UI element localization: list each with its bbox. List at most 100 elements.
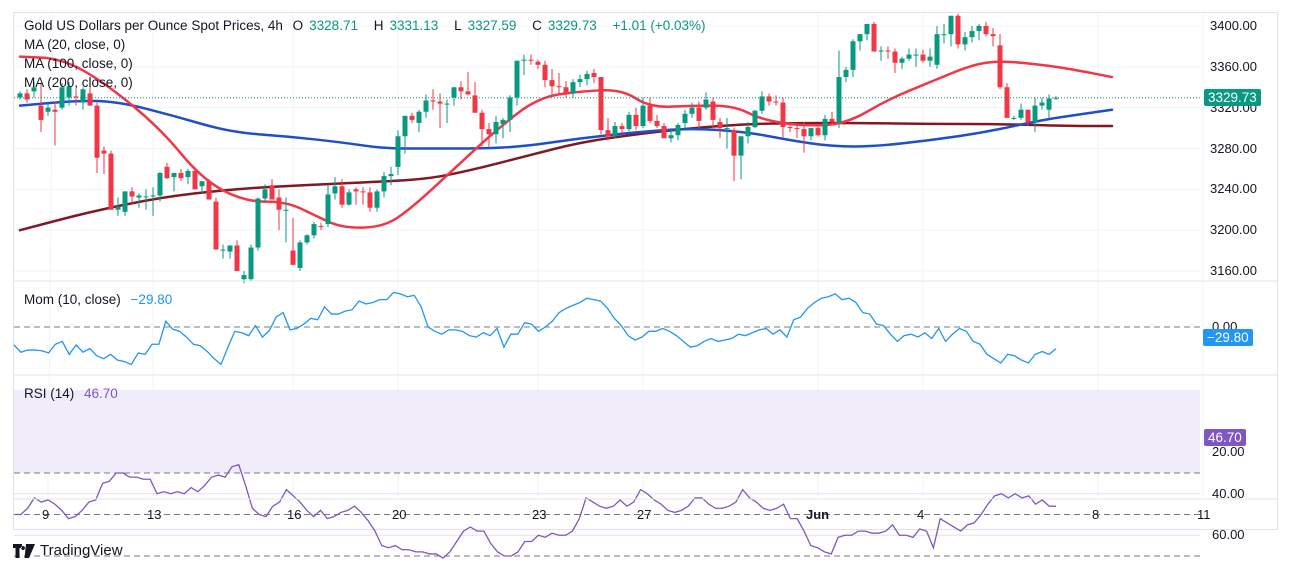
price-tick-label: 3360.00 bbox=[1210, 58, 1257, 74]
candle-down bbox=[780, 97, 786, 139]
candle-body bbox=[521, 59, 527, 61]
candle-up bbox=[220, 244, 226, 259]
tradingview-logo[interactable]: TradingView bbox=[13, 542, 123, 559]
candle-down bbox=[353, 187, 359, 205]
candle-body bbox=[45, 107, 51, 112]
candle-up bbox=[738, 136, 744, 180]
candle-body bbox=[668, 135, 674, 139]
candle-body bbox=[185, 170, 191, 178]
candle-down bbox=[871, 21, 877, 52]
price-tick-label: 3160.00 bbox=[1210, 263, 1257, 278]
legend-ma20[interactable]: MA (20, close, 0) bbox=[24, 37, 126, 52]
candle-body bbox=[612, 126, 618, 137]
candle-body bbox=[150, 195, 156, 197]
pane-separators bbox=[13, 280, 1278, 500]
candle-up bbox=[682, 109, 688, 129]
time-tick-label: 9 bbox=[42, 507, 50, 522]
candle-down bbox=[290, 217, 296, 265]
candle-up bbox=[143, 189, 149, 210]
candle-body bbox=[857, 34, 863, 42]
candle-body bbox=[24, 93, 30, 100]
candle-body bbox=[206, 181, 212, 200]
candle-down bbox=[234, 240, 240, 271]
candle-body bbox=[962, 37, 968, 45]
candle-body bbox=[1046, 98, 1052, 110]
candle-body bbox=[493, 121, 499, 135]
candle-body bbox=[192, 170, 198, 190]
candle-down bbox=[696, 101, 702, 129]
price-tick-label: 3400.00 bbox=[1210, 18, 1257, 33]
momentum-last-tag: −29.80 bbox=[1203, 329, 1253, 346]
candle-body bbox=[409, 115, 415, 120]
legend-momentum[interactable]: Mom (10, close) −29.80 bbox=[24, 292, 178, 307]
last-price-tag: 3329.73 bbox=[1204, 89, 1261, 106]
candle-body bbox=[948, 15, 954, 35]
candle-body bbox=[234, 245, 240, 271]
candle-body bbox=[465, 91, 471, 95]
candle-up bbox=[808, 128, 814, 141]
candle-body bbox=[318, 226, 324, 228]
ma20-line-group bbox=[18, 55, 1114, 229]
legend-ma100[interactable]: MA (100, close, 0) bbox=[24, 56, 133, 71]
price-tick-label: 3280.00 bbox=[1210, 140, 1257, 156]
legend-ma200[interactable]: MA (200, close, 0) bbox=[24, 75, 133, 90]
candle-body bbox=[738, 136, 744, 156]
candle-body bbox=[997, 45, 1003, 88]
candle-down bbox=[486, 122, 492, 147]
candle-down bbox=[360, 187, 366, 205]
candle-up bbox=[759, 91, 765, 114]
candle-up bbox=[1039, 97, 1045, 110]
candle-body bbox=[290, 250, 296, 265]
rsi-label: RSI (14) bbox=[24, 386, 75, 401]
rsi-tick-label: 20.00 bbox=[1212, 444, 1245, 460]
candle-body bbox=[934, 34, 940, 65]
candle-down bbox=[654, 114, 660, 129]
candle-up bbox=[948, 15, 954, 47]
candle-body bbox=[122, 191, 128, 212]
candle-body bbox=[591, 72, 597, 78]
candle-up bbox=[451, 87, 457, 106]
candle-down bbox=[983, 21, 989, 37]
candle-body bbox=[696, 107, 702, 121]
candle-up bbox=[514, 60, 520, 106]
candle-down bbox=[1025, 109, 1031, 127]
candle-up bbox=[913, 48, 919, 67]
candle-body bbox=[710, 101, 716, 120]
candle-up bbox=[906, 48, 912, 61]
ma200-line-group bbox=[18, 121, 1114, 232]
candle-up bbox=[934, 26, 940, 69]
candle-body bbox=[528, 59, 534, 61]
candle-body bbox=[605, 130, 611, 137]
legend-rsi[interactable]: RSI (14) 46.70 bbox=[24, 386, 124, 401]
candle-body bbox=[500, 119, 506, 124]
ma100-line-group bbox=[18, 99, 1114, 150]
candle-down bbox=[269, 179, 275, 200]
candle-up bbox=[976, 23, 982, 41]
candle-up bbox=[311, 222, 317, 239]
rsi-line bbox=[14, 463, 1056, 559]
candle-body bbox=[381, 176, 387, 192]
candle-up bbox=[374, 189, 380, 212]
candle-up bbox=[752, 109, 758, 129]
candle-body bbox=[332, 186, 338, 194]
candle-body bbox=[640, 105, 646, 127]
candle-up bbox=[136, 193, 142, 208]
candle-down bbox=[556, 72, 562, 96]
candle-body bbox=[31, 87, 37, 92]
candle-down bbox=[528, 54, 534, 65]
ohlc-open: O 3328.71 bbox=[292, 18, 358, 33]
candle-up bbox=[388, 166, 394, 186]
candle-up bbox=[570, 79, 576, 98]
candle-down bbox=[549, 68, 555, 96]
candle-down bbox=[535, 59, 541, 69]
candle-down bbox=[619, 122, 625, 134]
candle-body bbox=[731, 130, 737, 156]
candle-up bbox=[969, 26, 975, 43]
candle-body bbox=[598, 77, 604, 131]
candle-body bbox=[255, 198, 261, 248]
candle-body bbox=[52, 109, 58, 112]
candle-body bbox=[850, 41, 856, 70]
candle-down bbox=[920, 49, 926, 63]
candle-down bbox=[24, 89, 30, 103]
